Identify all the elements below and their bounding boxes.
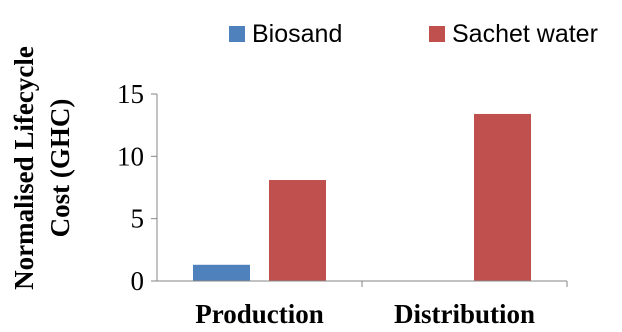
- y-axis-ticks: 0 5 10 15: [117, 79, 157, 296]
- axes: [156, 94, 568, 287]
- y-tick-label: 15: [117, 79, 144, 109]
- y-tick-label: 0: [131, 266, 145, 296]
- y-tick-label: 5: [131, 204, 145, 234]
- x-category-label: Distribution: [394, 299, 535, 329]
- legend-label: Sachet water: [452, 20, 598, 48]
- legend-swatch-biosand: [229, 26, 245, 42]
- bars: [193, 113, 531, 282]
- y-axis-title: Normalised Lifecycle Cost (GHC): [9, 46, 75, 290]
- x-axis-categories: Production Distribution: [195, 299, 535, 329]
- y-axis-title-line-1: Normalised Lifecycle: [9, 46, 39, 290]
- legend-label: Biosand: [252, 20, 342, 48]
- bar-biosand-production: [193, 264, 250, 281]
- bar-sachet-water-distribution: [474, 113, 531, 282]
- x-category-label: Production: [195, 299, 324, 329]
- legend-swatch-sachet-water: [429, 26, 445, 42]
- y-tick-label: 10: [117, 141, 144, 171]
- legend: Biosand Sachet water: [229, 20, 598, 48]
- bar-sachet-water-production: [269, 180, 326, 281]
- y-axis-title-line-2: Cost (GHC): [45, 99, 75, 238]
